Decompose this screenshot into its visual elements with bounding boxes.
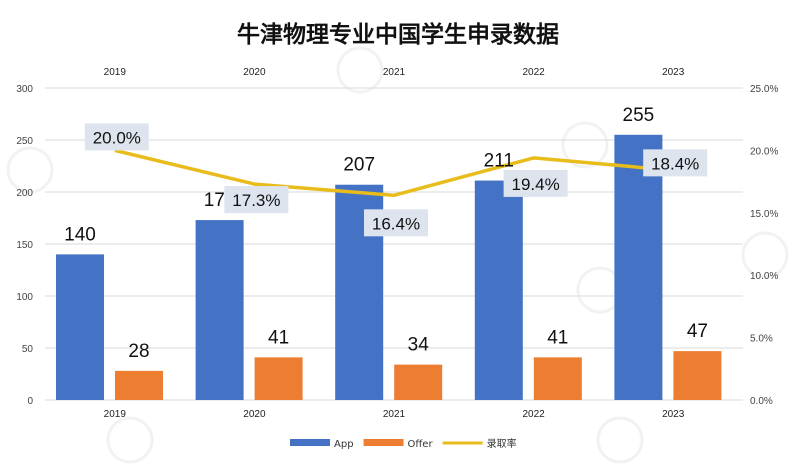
legend-swatch [290,439,330,446]
bar-value-label: 41 [547,327,568,348]
data-labels: 140281734120734211412554720.0%17.3%16.4%… [64,105,708,362]
rate-value-label: 19.4% [511,175,559,194]
bar-offer [115,370,163,400]
bar-value-label: 28 [128,341,149,362]
bar-app [56,254,104,400]
legend-label: 录取率 [487,437,517,450]
x-top-tick-label: 2021 [383,67,406,78]
y-left-tick-label: 300 [16,84,33,95]
y-left-tick-label: 100 [16,292,33,303]
bar-app [614,134,663,401]
y-left-tick-label: 150 [16,240,33,251]
y-left-tick-label: 200 [16,188,33,199]
x-top-tick-label: 2019 [104,67,127,78]
rate-label-box [364,209,428,237]
y-left-tick-label: 0 [27,396,33,407]
legend-label: Offer [408,439,434,450]
y-right-tick-label: 25.0% [750,84,778,95]
x-bottom-tick-label: 2023 [662,409,685,420]
rate-value-label: 17.3% [232,191,280,210]
chart-title: 牛津物理专业中国学生申录数据 [237,21,559,48]
rate-value-label: 20.0% [93,128,141,147]
rate-value-label: 18.4% [651,154,699,173]
rate-label-box [84,123,149,151]
y-right-tick-label: 10.0% [750,271,778,282]
bar-value-label: 207 [343,155,375,176]
x-top-tick-label: 2022 [522,67,545,78]
x-bottom-tick-label: 2020 [243,409,266,420]
bar-offer [254,357,303,400]
bar-value-label: 255 [623,105,655,126]
bars [56,134,722,401]
bar-offer [394,364,443,400]
axes: 0 50 100 150 200 250 300 0.0% 5.0% 10.0% 15.0% 20.0… [16,67,778,420]
rate-series-line [114,148,674,198]
legend: App Offer 录取率 [290,437,517,450]
y-right-tick-label: 0.0% [750,396,773,407]
bar-value-label: 211 [484,151,514,172]
bar-app [474,180,523,400]
bar-app [195,220,244,400]
x-bottom-tick-label: 2019 [104,409,127,420]
y-right-tick-label: 15.0% [750,209,778,220]
x-top-tick-label: 2020 [243,67,266,78]
y-left-tick-label: 250 [16,136,33,147]
legend-swatch [363,439,404,446]
x-top-tick-label: 2023 [662,67,685,78]
bar-offer [673,351,722,400]
rate-line [114,148,674,198]
y-right-tick-label: 5.0% [750,334,773,345]
rate-label-box [224,186,289,214]
bar-value-label: 34 [408,335,430,356]
bar-value-label: 41 [268,327,289,348]
bar-value-label: 140 [64,224,96,245]
bar-offer [533,357,582,400]
y-left-tick-label: 50 [22,344,34,355]
rate-label-box [643,149,708,177]
legend-label: App [334,439,354,450]
bar-value-label: 47 [687,321,708,342]
rate-label-box [503,169,568,197]
rate-value-label: 16.4% [372,214,420,233]
x-bottom-tick-label: 2022 [522,409,545,420]
x-bottom-tick-label: 2021 [383,409,406,420]
y-right-tick-label: 20.0% [750,146,778,157]
